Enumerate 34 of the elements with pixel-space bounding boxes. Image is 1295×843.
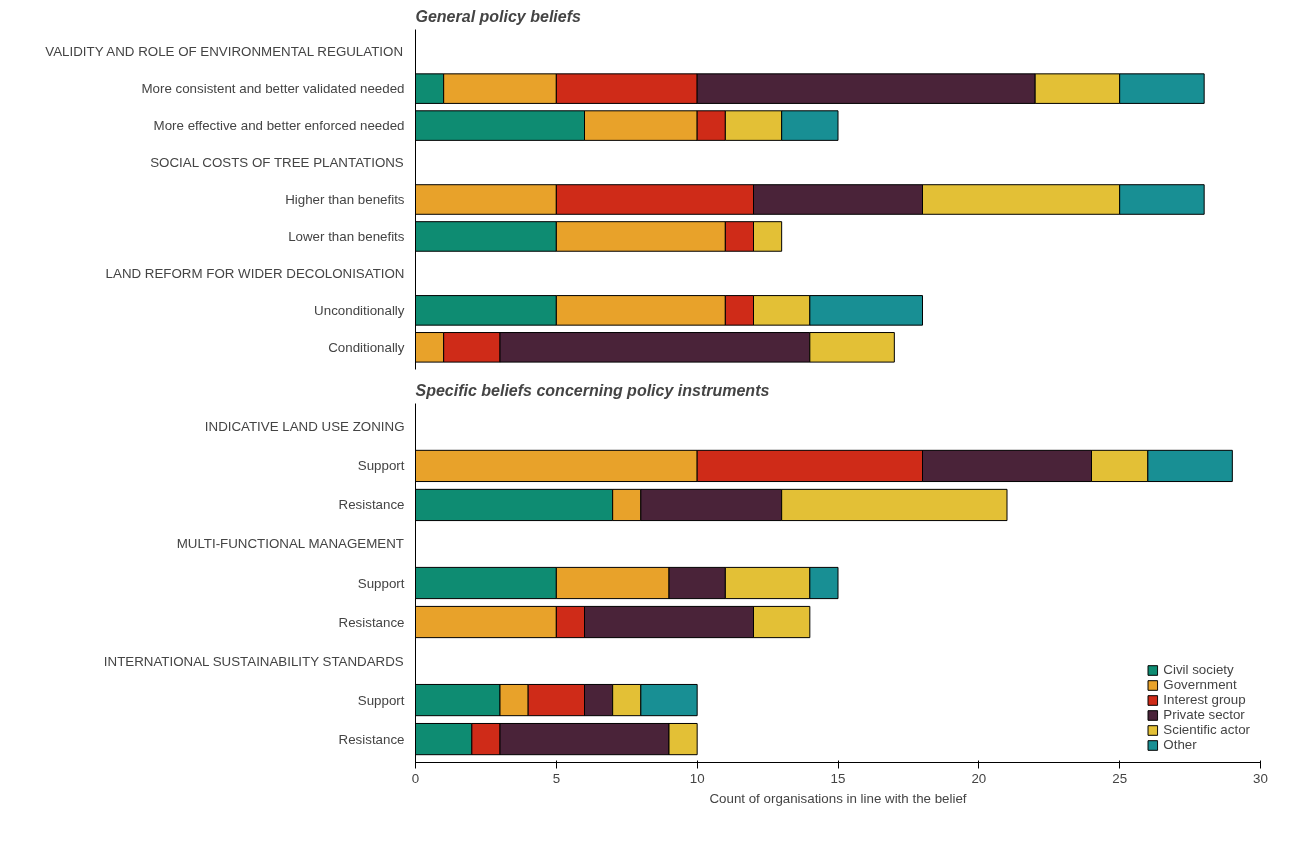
y-tick-label: VALIDITY AND ROLE OF ENVIRONMENTAL REGULATION xyxy=(45,44,404,60)
chart-title: Specific beliefs concerning policy instruments xyxy=(415,381,770,399)
y-tick-label: Higher than benefits xyxy=(285,192,405,207)
y-tick-label: INTERNATIONAL SUSTAINABILITY STANDARDS xyxy=(103,653,404,669)
x-axis-title: Count of organisations in line with the belief xyxy=(709,790,967,806)
legend-label: Scientific actor xyxy=(1163,722,1250,737)
chart-title: General policy beliefs xyxy=(415,7,581,25)
y-tick-label: Support xyxy=(357,692,405,708)
y-tick-label: Unconditionally xyxy=(314,302,405,318)
y-tick-label: Resistance xyxy=(338,497,405,513)
x-tick-label: 10 xyxy=(689,770,705,786)
y-tick-label: Support xyxy=(357,458,405,474)
y-tick-label: More effective and better enforced needed xyxy=(153,118,405,134)
y-tick-label: SOCIAL COSTS OF TREE PLANTATIONS xyxy=(150,155,404,171)
y-tick-label: Resistance xyxy=(338,731,405,747)
y-tick-label: LAND REFORM FOR WIDER DECOLONISATION xyxy=(105,265,405,281)
y-tick-label: Lower than benefits xyxy=(288,228,405,244)
legend-label: Government xyxy=(1163,677,1237,692)
x-tick-label: 30 xyxy=(1253,770,1268,786)
legend-label: Civil society xyxy=(1163,662,1234,677)
x-tick-label: 5 xyxy=(552,770,561,786)
y-tick-label: MULTI-FUNCTIONAL MANAGEMENT xyxy=(176,536,405,552)
y-tick-label: Support xyxy=(357,575,405,591)
y-tick-label: Conditionally xyxy=(328,339,405,355)
y-tick-label: More consistent and better validated needed xyxy=(141,81,405,97)
x-tick-label: 0 xyxy=(411,770,420,786)
y-tick-label: INDICATIVE LAND USE ZONING xyxy=(204,419,405,435)
x-tick-label: 15 xyxy=(830,770,846,786)
y-tick-label: Resistance xyxy=(338,614,405,630)
legend-label: Private sector xyxy=(1163,707,1245,722)
legend-label: Other xyxy=(1163,737,1197,752)
x-tick-label: 25 xyxy=(1112,770,1128,786)
legend-label: Interest group xyxy=(1163,692,1246,707)
x-tick-label: 20 xyxy=(971,770,987,786)
